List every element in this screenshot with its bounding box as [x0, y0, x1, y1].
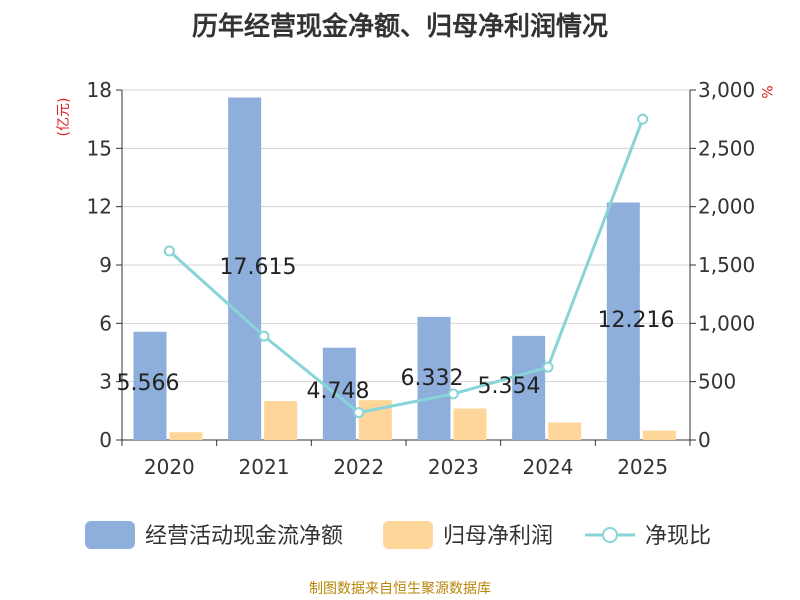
x-tick-label: 2020 [144, 455, 195, 479]
line-cash-ratio [168, 118, 645, 415]
data-label: 17.615 [220, 255, 297, 280]
bar-net-profit [642, 430, 676, 440]
left-tick-label: 18 [87, 78, 112, 102]
left-tick-label: 0 [99, 428, 112, 452]
bar-operating-cashflow [133, 331, 167, 440]
left-axis-unit: (亿元) [56, 98, 72, 137]
legend-marker-cash-ratio [602, 527, 618, 543]
bar-operating-cashflow [512, 335, 546, 440]
data-label: 12.216 [598, 308, 675, 333]
legend-label: 净现比 [645, 524, 711, 549]
line-point [447, 388, 459, 400]
x-tick-label: 2021 [239, 455, 290, 479]
data-label: 5.566 [117, 371, 180, 396]
bar-net-profit [453, 408, 487, 440]
legend-swatch-net-profit [383, 521, 433, 549]
x-tick-label: 2022 [333, 455, 384, 479]
left-tick-label: 15 [87, 136, 112, 160]
legend-swatch-operating-cashflow [85, 521, 135, 549]
line-point [637, 113, 649, 125]
x-tick-label: 2024 [523, 455, 574, 479]
line-point [163, 245, 175, 257]
bar-operating-cashflow [606, 202, 640, 440]
left-tick-label: 12 [87, 195, 112, 219]
right-tick-label: 2,000 [698, 195, 755, 219]
legend-label: 经营活动现金流净额 [145, 524, 343, 549]
bar-operating-cashflow [417, 316, 451, 440]
chart-title: 历年经营现金净额、归母净利润情况 [191, 12, 608, 42]
right-tick-label: 2,500 [698, 136, 755, 160]
left-tick-label: 9 [99, 253, 112, 277]
right-tick-label: 1,000 [698, 311, 755, 335]
right-axis-unit: % [758, 85, 774, 98]
data-label: 6.332 [401, 366, 464, 391]
left-tick-label: 3 [99, 370, 112, 394]
right-tick-label: 1,500 [698, 253, 755, 277]
source-note: 制图数据来自恒生聚源数据库 [309, 581, 491, 597]
bar-operating-cashflow [322, 347, 356, 440]
x-tick-label: 2025 [617, 455, 668, 479]
line-point [542, 361, 554, 373]
bar-net-profit [169, 432, 203, 440]
right-tick-label: 3,000 [698, 78, 755, 102]
legend-label: 归母净利润 [443, 524, 553, 549]
right-tick-label: 500 [698, 370, 736, 394]
bar-operating-cashflow [228, 97, 262, 440]
bar-net-profit [548, 422, 582, 440]
line-point [258, 330, 270, 342]
data-label: 5.354 [478, 374, 541, 399]
bar-net-profit [264, 401, 298, 440]
left-tick-label: 6 [99, 311, 112, 335]
data-label: 4.748 [307, 379, 370, 404]
right-tick-label: 0 [698, 428, 711, 452]
line-point [353, 407, 365, 419]
x-tick-label: 2023 [428, 455, 479, 479]
